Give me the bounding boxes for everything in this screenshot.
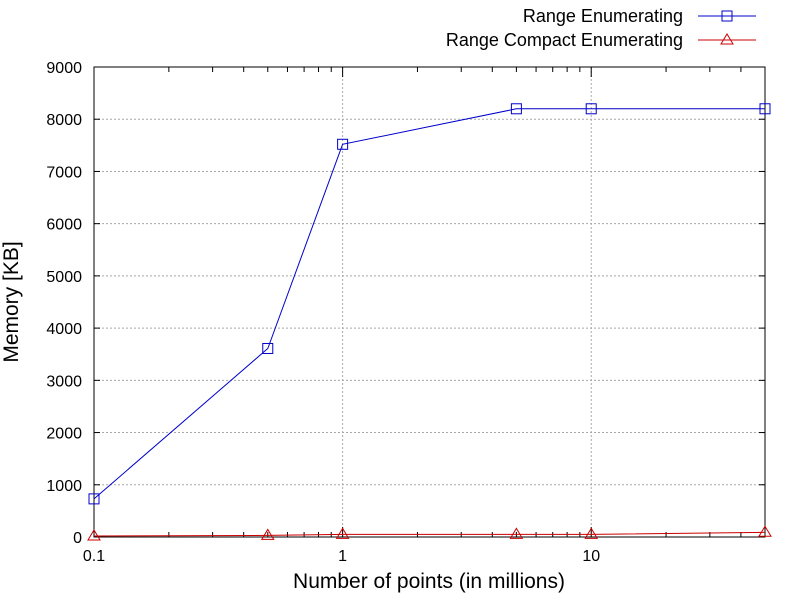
- y-tick-label: 4000: [46, 321, 82, 338]
- x-tick-label: 0.1: [83, 548, 105, 565]
- legend-label: Range Enumerating: [523, 6, 683, 26]
- y-tick-label: 2000: [46, 426, 82, 443]
- y-tick-label: 0: [73, 530, 82, 547]
- data-point: [335, 527, 350, 539]
- x-axis-title: Number of points (in millions): [293, 570, 565, 593]
- y-tick-label: 7000: [46, 164, 82, 181]
- grid-lines: [94, 67, 765, 537]
- y-tick-label: 3000: [46, 373, 82, 390]
- data-point: [87, 528, 101, 541]
- series-layer: [87, 103, 772, 541]
- legend-swatch-marker: [720, 33, 734, 45]
- y-tick-label: 9000: [46, 60, 82, 77]
- y-tick-label: 6000: [46, 217, 82, 234]
- series-0: [88, 103, 771, 505]
- data-point: [759, 103, 771, 115]
- series-1: [87, 525, 772, 541]
- y-tick-label: 5000: [46, 269, 82, 286]
- data-point: [337, 138, 349, 150]
- data-point: [585, 103, 597, 115]
- plot-frame: [93, 66, 766, 538]
- x-tick-label: 10: [582, 548, 600, 565]
- series-line: [93, 108, 765, 500]
- data-point: [262, 342, 274, 354]
- data-point: [509, 527, 524, 539]
- y-tick-label: 8000: [46, 112, 82, 129]
- data-point: [510, 103, 522, 115]
- x-tick-label: 1: [338, 548, 347, 565]
- legend-swatch-marker: [721, 10, 733, 22]
- data-point: [584, 527, 599, 539]
- data-point: [88, 493, 100, 505]
- y-axis-title: Memory [KB]: [0, 241, 23, 362]
- data-point: [758, 525, 772, 537]
- axis-ticks: 0 1000 2000 3000 4000 5000 6000 7000 8000 9000 0.1…: [46, 60, 765, 565]
- data-point: [260, 528, 275, 540]
- legend-label: Range Compact Enumerating: [446, 30, 683, 50]
- y-tick-label: 1000: [46, 478, 82, 495]
- legend: Range Enumerating Range Compact Enumerati…: [446, 6, 756, 50]
- series-line: [93, 531, 766, 537]
